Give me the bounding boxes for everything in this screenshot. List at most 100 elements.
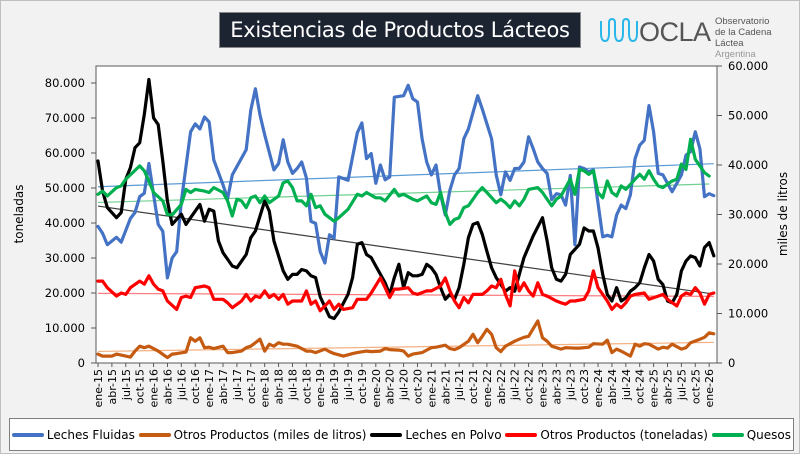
right-tick-label: 50.000	[728, 109, 768, 123]
x-tick-label: abr-25	[661, 369, 674, 405]
x-tick-label: jul-25	[675, 369, 688, 401]
x-tick-label: ene-17	[203, 369, 216, 407]
series-line	[96, 269, 716, 313]
left-tick-label: 70.000	[45, 111, 85, 125]
wave-logo-icon	[600, 17, 638, 43]
x-tick-label: oct-22	[523, 369, 536, 404]
x-tick-label: abr-19	[328, 369, 341, 405]
x-tick-label: abr-21	[439, 369, 452, 405]
x-tick-label: jul-17	[231, 369, 244, 401]
legend-swatch	[505, 432, 538, 437]
x-tick-label: abr-22	[495, 369, 508, 405]
x-tick-label: oct-16	[189, 369, 202, 404]
series-lines	[96, 77, 716, 360]
trendline	[97, 292, 714, 297]
logo-line2: de la Cadena Láctea	[715, 27, 772, 49]
x-tick-label: ene-25	[648, 369, 661, 407]
legend-swatch	[370, 432, 403, 437]
x-tick-label: jul-16	[175, 369, 188, 401]
right-tick-label: 0	[728, 356, 735, 370]
x-tick-label: oct-18	[300, 369, 313, 404]
series-line	[96, 137, 711, 226]
x-tick-label: jul-22	[509, 369, 522, 401]
x-tick-label: oct-20	[411, 369, 424, 404]
x-tick-label: abr-18	[273, 369, 286, 405]
legend-item: Leches en Polvo	[370, 427, 502, 442]
legend-item: Quesos	[711, 427, 792, 442]
x-tick-label: jul-18	[286, 369, 299, 401]
x-tick-label: oct-15	[134, 369, 147, 404]
line-chart: 0 10.000 20.000 30.000 40.000 50.000 60.000 70.…	[12, 59, 790, 407]
right-tick-label: 60.000	[728, 59, 768, 73]
logo-wordmark: OCLA	[639, 17, 711, 47]
x-axis-ticks: ene-15 abr-15 jul-15 oct-15 ene-16 abr-16 jul-…	[92, 363, 716, 407]
trendline	[97, 163, 714, 188]
legend-swatch	[138, 432, 171, 437]
x-tick-label: jul-23	[564, 369, 577, 401]
x-tick-label: oct-25	[689, 369, 702, 404]
plot-area	[95, 65, 718, 364]
ocla-logo: OCLA Observatorio de la Cadena Láctea Ar…	[599, 15, 799, 60]
left-axis-label: toneladas	[12, 185, 26, 244]
x-tick-label: oct-21	[467, 369, 480, 404]
x-tick-label: jul-20	[398, 369, 411, 401]
x-tick-label: ene-20	[370, 369, 383, 407]
x-tick-label: jul-21	[453, 369, 466, 401]
logo-line3: Argentina	[715, 49, 756, 60]
chart-title: Existencias de Productos Lácteos	[219, 12, 581, 48]
legend-swatch	[711, 432, 744, 437]
legend-label: Leches en Polvo	[405, 427, 502, 442]
right-axis-label: miles de litros	[776, 172, 790, 256]
x-tick-label: oct-17	[245, 369, 258, 404]
legend-item: Otros Productos (miles de litros)	[138, 427, 367, 442]
x-tick-label: ene-26	[703, 369, 716, 407]
x-tick-label: abr-24	[606, 369, 619, 405]
legend-label: Leches Fluidas	[46, 427, 135, 442]
left-axis-ticks: 0 10.000 20.000 30.000 40.000 50.000 60.000 70.…	[45, 76, 96, 370]
x-tick-label: jul-19	[342, 369, 355, 401]
legend-swatch	[11, 432, 44, 437]
series-line	[96, 83, 716, 280]
x-tick-label: abr-16	[161, 369, 174, 405]
x-tick-label: abr-23	[550, 369, 563, 405]
left-tick-label: 60.000	[45, 146, 85, 160]
x-tick-label: abr-15	[106, 369, 119, 405]
series-line	[96, 319, 716, 360]
left-tick-label: 20.000	[45, 286, 85, 300]
left-tick-label: 30.000	[45, 251, 85, 265]
x-tick-label: abr-20	[384, 369, 397, 405]
left-tick-label: 80.000	[45, 76, 85, 90]
trendline	[97, 341, 714, 353]
x-tick-label: jul-15	[120, 369, 133, 401]
right-tick-label: 30.000	[728, 208, 768, 222]
x-tick-label: jul-24	[620, 369, 633, 401]
x-tick-label: ene-23	[536, 369, 549, 407]
x-tick-label: ene-15	[92, 369, 105, 407]
x-tick-label: oct-19	[356, 369, 369, 404]
x-tick-label: abr-17	[217, 369, 230, 405]
logo-subtitle: Observatorio de la Cadena Láctea Argenti…	[715, 16, 799, 60]
x-tick-label: ene-24	[592, 369, 605, 407]
legend-item: Leches Fluidas	[11, 427, 135, 442]
left-tick-label: 0	[78, 356, 85, 370]
right-tick-label: 20.000	[728, 257, 768, 271]
x-tick-label: ene-18	[259, 369, 272, 407]
x-tick-label: ene-22	[481, 369, 494, 407]
legend-label: Otros Productos (toneladas)	[540, 427, 708, 442]
right-tick-label: 10.000	[728, 307, 768, 321]
trendline	[97, 205, 714, 295]
logo-line1: Observatorio	[715, 16, 770, 27]
x-tick-label: ene-21	[425, 369, 438, 407]
left-tick-label: 10.000	[45, 321, 85, 335]
series-line	[96, 77, 716, 321]
x-tick-label: ene-19	[314, 369, 327, 407]
left-tick-label: 40.000	[45, 216, 85, 230]
legend-label: Quesos	[746, 427, 792, 442]
legend-label: Otros Productos (miles de litros)	[173, 427, 367, 442]
right-axis-ticks: 0 10.000 20.000 30.000 40.000 50.000 60.000	[717, 59, 768, 370]
legend-item: Otros Productos (toneladas)	[505, 428, 708, 442]
x-tick-label: ene-16	[148, 369, 161, 407]
left-tick-label: 50.000	[45, 181, 85, 195]
legend: Leches Fluidas Otros Productos (miles de …	[9, 418, 794, 451]
